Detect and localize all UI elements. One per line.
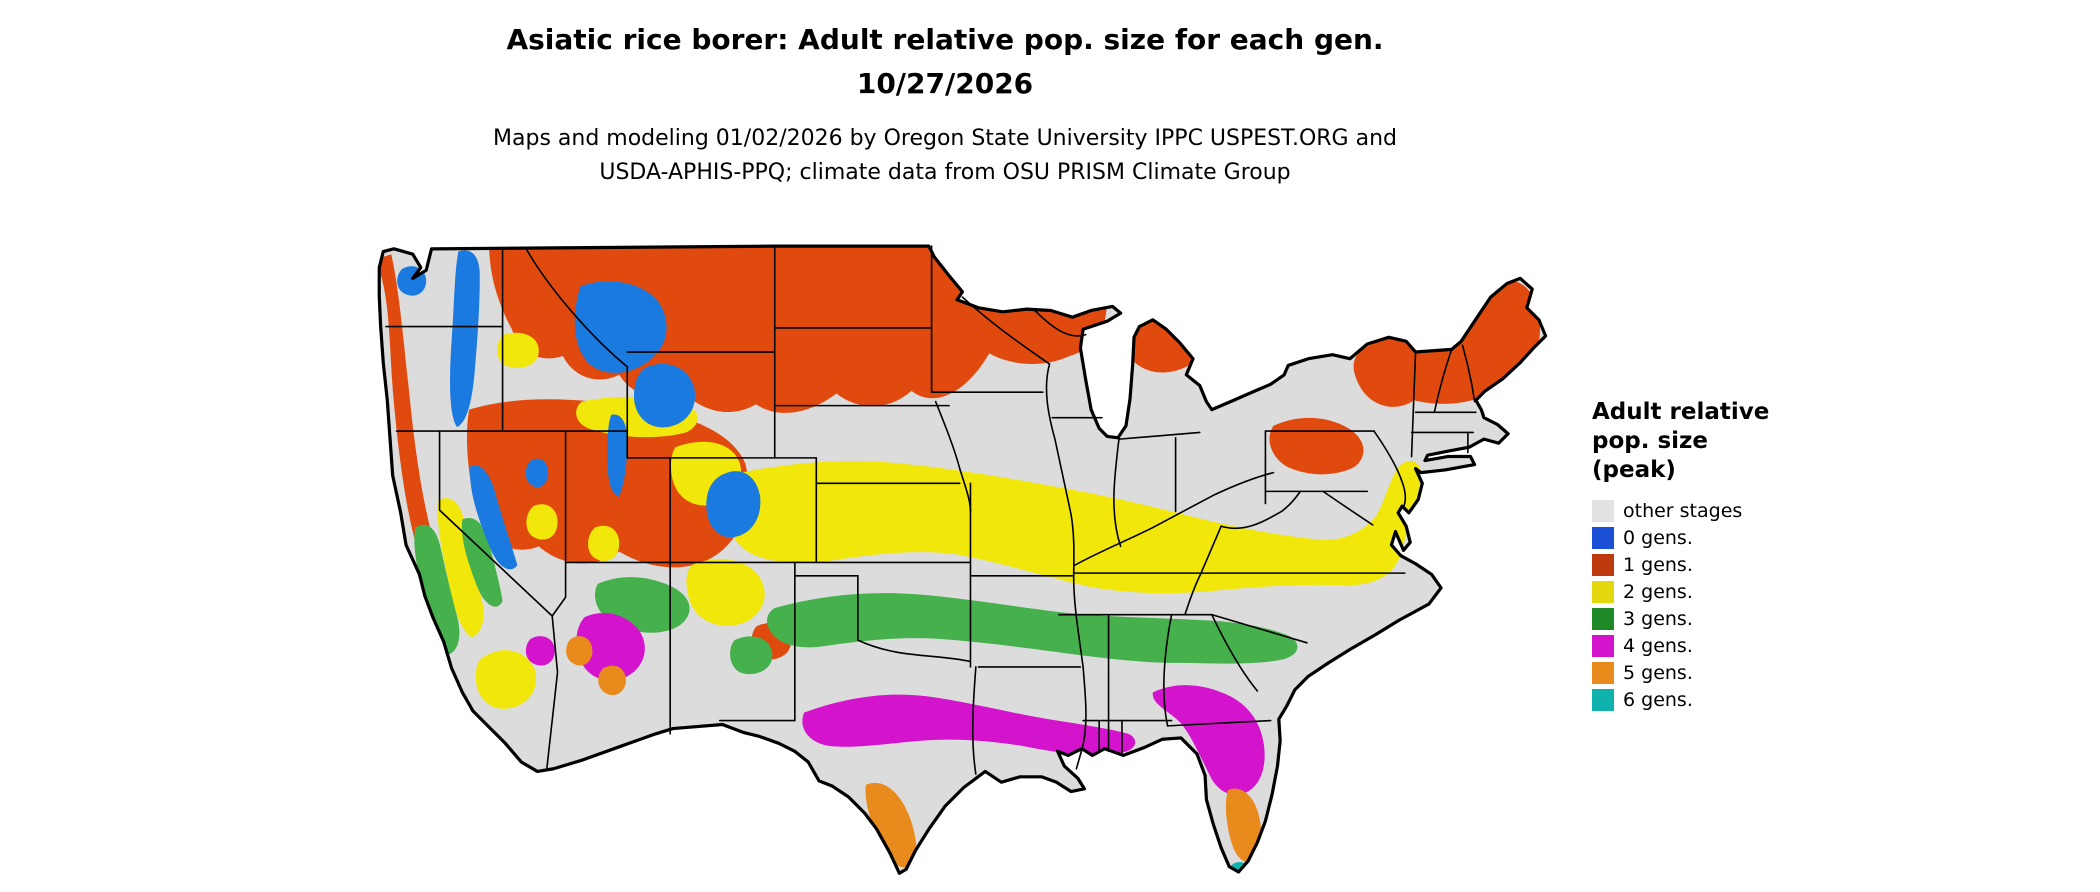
legend-title: Adult relative pop. size (peak) <box>1592 398 2072 485</box>
legend-label-0-gens: 0 gens. <box>1623 526 1693 549</box>
legend-title-line1: Adult relative <box>1592 399 1770 425</box>
legend-swatch-4-gens <box>1592 634 1614 657</box>
legend-swatch-0-gens <box>1592 526 1614 549</box>
legend-label-2-gens: 2 gens. <box>1623 580 1693 603</box>
legend-swatch-other-stages <box>1592 499 1614 522</box>
subtitle-block: Maps and modeling 01/02/2026 by Oregon S… <box>0 122 1890 190</box>
legend-item-3-gens: 3 gens. <box>1592 605 2072 632</box>
legend-swatch-1-gens <box>1592 553 1614 576</box>
legend-swatch-3-gens <box>1592 607 1614 630</box>
map-title-date: 10/27/2026 <box>856 67 1034 100</box>
legend-label-4-gens: 4 gens. <box>1623 634 1693 657</box>
legend: Adult relative pop. size (peak) other st… <box>1592 398 2072 713</box>
legend-item-other-stages: other stages <box>1592 497 2072 524</box>
legend-item-4-gens: 4 gens. <box>1592 632 2072 659</box>
legend-label-5-gens: 5 gens. <box>1623 661 1693 684</box>
region-4-gens <box>525 613 1265 795</box>
legend-item-0-gens: 0 gens. <box>1592 524 2072 551</box>
map-subtitle-line1: Maps and modeling 01/02/2026 by Oregon S… <box>493 126 1397 151</box>
us-outline <box>377 244 1548 875</box>
legend-swatch-5-gens <box>1592 661 1614 684</box>
legend-item-5-gens: 5 gens. <box>1592 659 2072 686</box>
legend-label-6-gens: 6 gens. <box>1623 688 1693 711</box>
us-map-svg <box>377 244 1548 875</box>
region-5-gens <box>566 636 1262 868</box>
legend-item-2-gens: 2 gens. <box>1592 578 2072 605</box>
legend-label-1-gens: 1 gens. <box>1623 553 1693 576</box>
legend-title-line3: (peak) <box>1592 457 1676 483</box>
legend-item-6-gens: 6 gens. <box>1592 686 2072 713</box>
legend-label-3-gens: 3 gens. <box>1623 607 1693 630</box>
legend-label-other-stages: other stages <box>1623 499 1743 522</box>
region-2-gens <box>437 332 1422 709</box>
legend-title-line2: pop. size <box>1592 428 1709 454</box>
legend-item-1-gens: 1 gens. <box>1592 551 2072 578</box>
us-generation-map <box>335 214 1555 884</box>
title-block: Asiatic rice borer: Adult relative pop. … <box>0 18 1890 190</box>
legend-swatch-2-gens <box>1592 580 1614 603</box>
region-0-gens <box>397 250 761 570</box>
map-title-line1: Asiatic rice borer: Adult relative pop. … <box>506 23 1384 56</box>
map-subtitle-line2: USDA-APHIS-PPQ; climate data from OSU PR… <box>599 160 1291 185</box>
legend-swatch-6-gens <box>1592 688 1614 711</box>
